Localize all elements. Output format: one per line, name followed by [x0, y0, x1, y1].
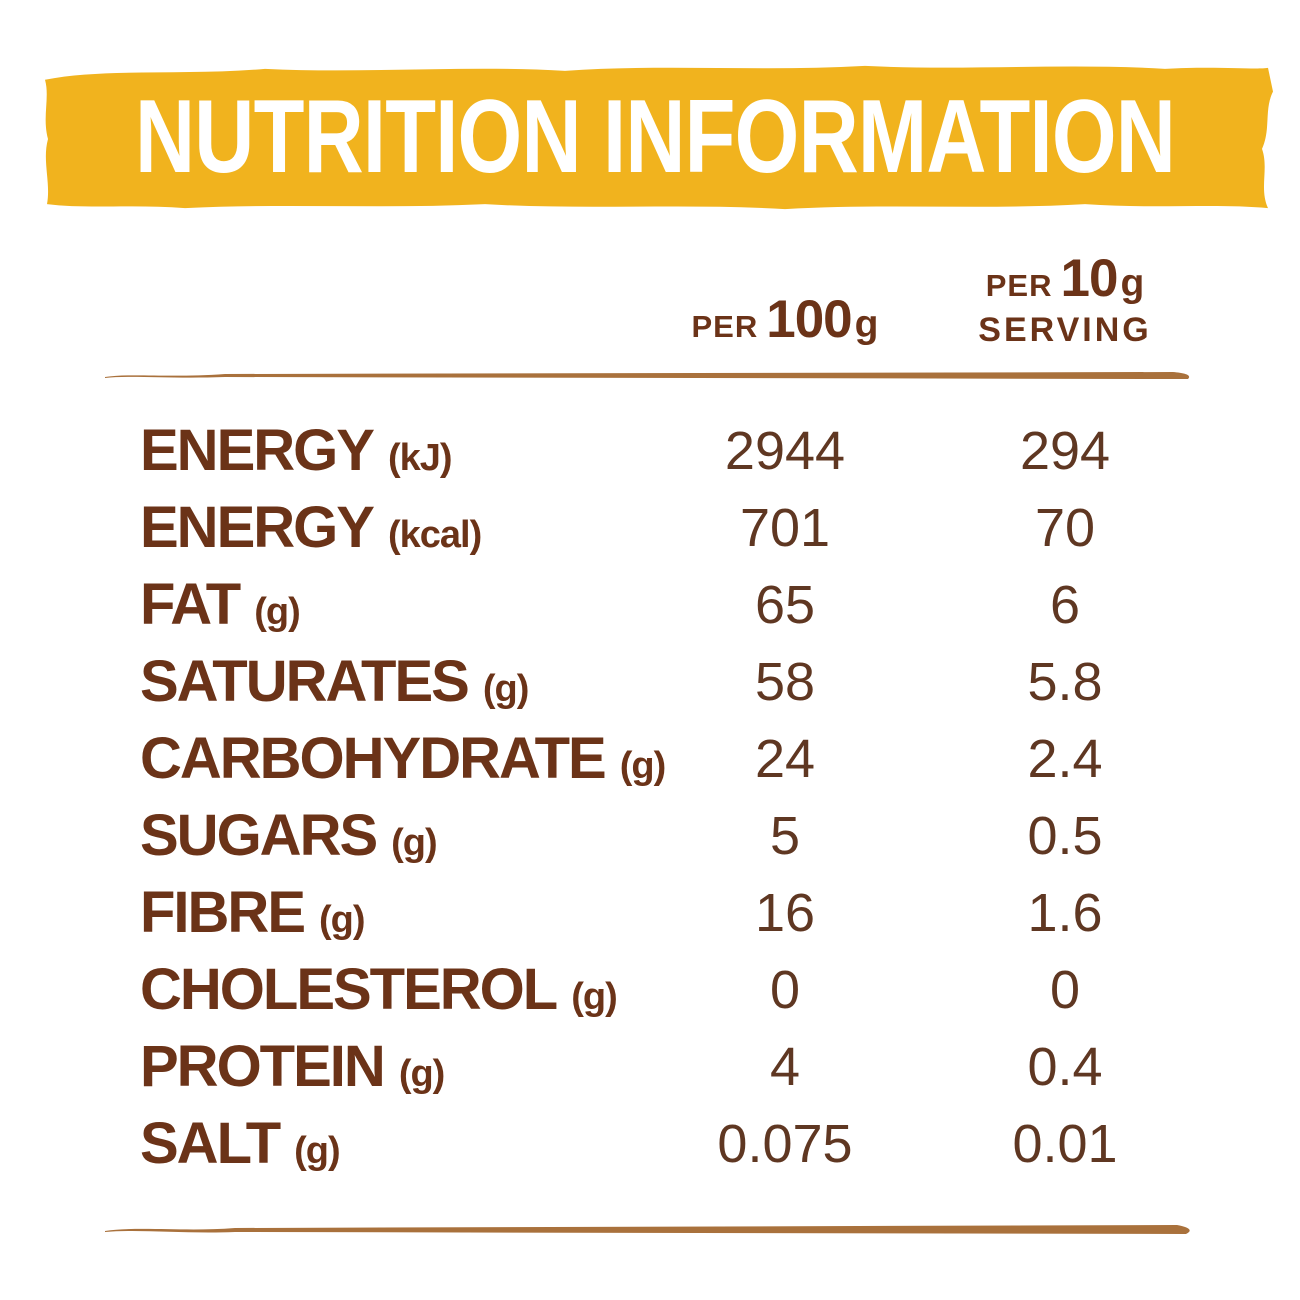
value-per-serving: 0	[1049, 959, 1081, 1020]
value-per-100g: 65	[754, 574, 816, 635]
nutrient-name: FIBRE	[140, 880, 306, 945]
nutrient-name: ENERGY	[140, 495, 375, 560]
brush-line	[105, 1225, 1190, 1234]
value-per-100g: 2944	[724, 420, 846, 481]
nutrient-unit: (g)	[294, 1130, 341, 1172]
value-per-100g: 4	[769, 1036, 801, 1097]
table-row: ENERGY (kJ) 2944 294	[0, 412, 1300, 489]
table-row: SUGARS (g) 5 0.5	[0, 797, 1300, 874]
per-prefix: PER	[985, 268, 1053, 303]
value-per-100g: 58	[754, 651, 816, 712]
value-per-serving: 2.4	[1027, 728, 1103, 789]
nutrient-label-cell: PROTEIN (g)	[0, 1033, 655, 1100]
nutrient-unit: (g)	[319, 899, 366, 941]
nutrient-unit: (g)	[391, 822, 438, 864]
nutrient-label-cell: SATURATES (g)	[0, 648, 655, 715]
value-per-serving: 0.01	[1012, 1113, 1118, 1174]
nutrient-label-cell: CARBOHYDRATE (g)	[0, 725, 666, 792]
nutrient-name: SALT	[140, 1111, 281, 1176]
nutrient-name: CARBOHYDRATE	[140, 726, 607, 791]
brush-stroke-banner	[45, 65, 1273, 210]
value-per-100g: 16	[754, 882, 816, 943]
amount-100: 100	[766, 290, 852, 349]
page-title: NUTRITION INFORMATION	[134, 78, 1176, 195]
nutrient-unit: (g)	[619, 745, 667, 787]
nutrient-label-cell: FAT (g)	[0, 571, 655, 638]
table-row: SALT (g) 0.075 0.01	[0, 1105, 1300, 1182]
value-per-100g: 24	[754, 728, 816, 789]
nutrient-label-cell: SALT (g)	[0, 1110, 655, 1177]
value-per-serving: 1.6	[1027, 882, 1103, 943]
nutrient-name: CHOLESTEROL	[140, 957, 558, 1022]
nutrient-label-cell: ENERGY (kJ)	[0, 417, 655, 484]
nutrient-name: FAT	[140, 572, 241, 637]
nutrient-name: PROTEIN	[140, 1034, 386, 1099]
value-per-100g: 5	[769, 805, 801, 866]
nutrient-name: SATURATES	[140, 649, 470, 714]
table-row: SATURATES (g) 58 5.8	[0, 643, 1300, 720]
divider-top	[105, 369, 1195, 382]
table-row: FAT (g) 65 6	[0, 566, 1300, 643]
value-per-100g: 0	[769, 959, 801, 1020]
divider-bottom	[105, 1222, 1195, 1237]
value-per-serving: 294	[1019, 420, 1111, 481]
column-header-per-serving: PER 10g SERVING	[915, 248, 1215, 350]
value-per-100g: 701	[739, 497, 831, 558]
table-row: CARBOHYDRATE (g) 24 2.4	[0, 720, 1300, 797]
nutrition-rows: ENERGY (kJ) 2944 294 ENERGY (kcal) 701 70 …	[0, 412, 1300, 1182]
nutrient-unit: (g)	[571, 976, 618, 1018]
value-per-serving: 0.5	[1027, 805, 1103, 866]
nutrient-name: SUGARS	[140, 803, 378, 868]
unit-g: g	[854, 303, 879, 346]
value-per-serving: 0.4	[1027, 1036, 1103, 1097]
per-prefix: PER	[691, 309, 759, 344]
table-row: ENERGY (kcal) 701 70	[0, 489, 1300, 566]
value-per-serving: 6	[1049, 574, 1081, 635]
nutrient-unit: (g)	[254, 591, 301, 633]
value-per-serving: 70	[1034, 497, 1096, 558]
nutrient-unit: (kJ)	[387, 437, 453, 479]
title-banner: NUTRITION INFORMATION	[35, 58, 1275, 216]
table-row: FIBRE (g) 16 1.6	[0, 874, 1300, 951]
nutrient-label-cell: ENERGY (kcal)	[0, 494, 655, 561]
value-per-100g: 0.075	[717, 1113, 853, 1174]
nutrient-unit: (kcal)	[387, 514, 482, 556]
amount-10: 10	[1060, 249, 1118, 308]
nutrient-unit: (g)	[398, 1053, 446, 1095]
column-header-per-100g: PER 100g	[655, 289, 915, 350]
value-per-serving: 5.8	[1027, 651, 1103, 712]
table-row: CHOLESTEROL (g) 0 0	[0, 951, 1300, 1028]
table-row: PROTEIN (g) 4 0.4	[0, 1028, 1300, 1105]
nutrient-unit: (g)	[482, 668, 530, 710]
nutrient-name: ENERGY	[140, 418, 375, 483]
unit-g: g	[1120, 262, 1145, 305]
nutrient-label-cell: FIBRE (g)	[0, 879, 655, 946]
nutrient-label-cell: CHOLESTEROL (g)	[0, 956, 655, 1023]
nutrient-label-cell: SUGARS (g)	[0, 802, 655, 869]
brush-line	[105, 372, 1190, 379]
table-header: PER 100g PER 10g SERVING	[0, 238, 1300, 350]
serving-label: SERVING	[978, 311, 1152, 349]
